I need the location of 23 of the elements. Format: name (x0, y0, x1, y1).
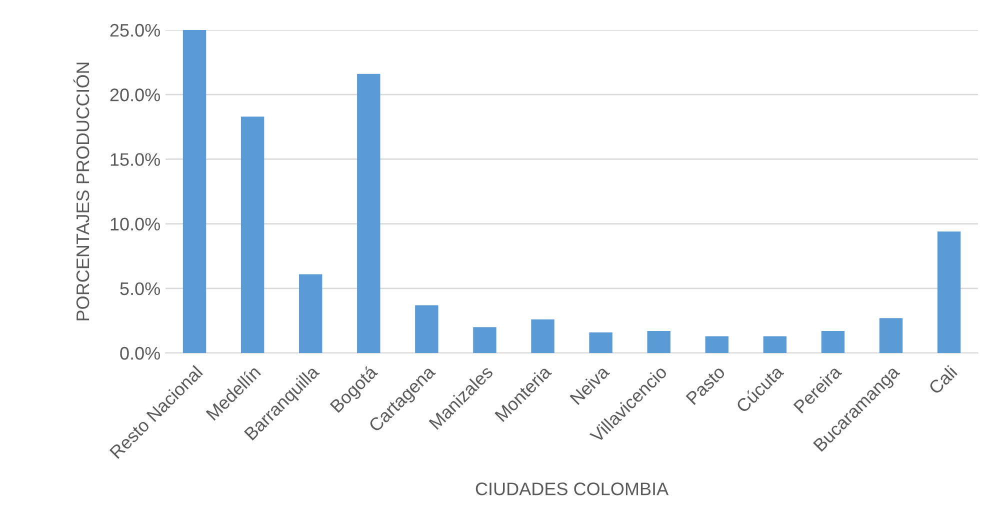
bar (357, 74, 380, 353)
y-tick-label: 25.0% (110, 24, 160, 37)
bar (589, 332, 612, 353)
bar (531, 319, 554, 353)
bar (415, 305, 438, 353)
bar (937, 232, 961, 353)
bar (705, 336, 728, 353)
x-tick-label: Cali (928, 364, 958, 395)
bar (298, 274, 322, 353)
x-axis-title: CIUDADES COLOMBIA (476, 482, 669, 496)
bar (182, 30, 206, 353)
bar (473, 327, 496, 353)
bar (879, 318, 903, 353)
y-tick-label: 0.0% (120, 346, 160, 360)
bar (763, 336, 787, 353)
y-tick-label: 20.0% (110, 88, 160, 102)
y-tick-label: 15.0% (110, 153, 160, 166)
bar (647, 331, 670, 353)
bar (821, 331, 845, 353)
bar (240, 116, 264, 353)
y-tick-label: 5.0% (120, 282, 160, 296)
y-axis-title: PORCENTAJES PRODUCCIÓN (73, 62, 90, 320)
y-tick-label: 10.0% (110, 218, 160, 231)
